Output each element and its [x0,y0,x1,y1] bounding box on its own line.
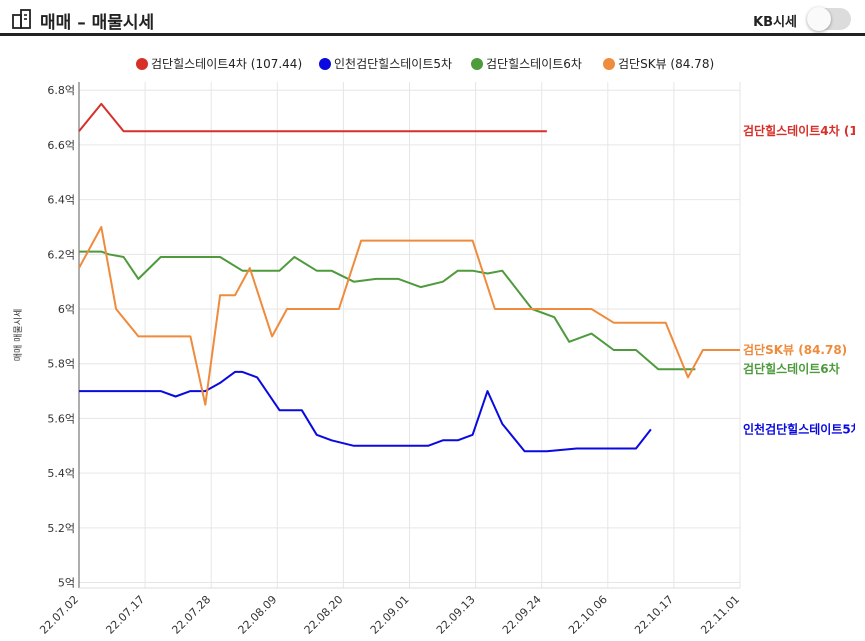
legend-item[interactable]: 검단SK뷰 (84.78) [603,57,714,71]
y-tick-label: 6.2억 [47,248,75,261]
legend-marker [603,58,615,70]
x-tick-label: 22.08.20 [302,593,346,637]
toggle-knob[interactable] [807,7,831,31]
legend-label: 검단힐스테이트6차 [486,57,582,71]
legend-marker [471,58,483,70]
legend-item[interactable]: 검단힐스테이트6차 [471,57,582,71]
x-tick-label: 22.07.02 [37,593,81,637]
legend-marker [319,58,331,70]
price-chart: 5억 5.2억 5.4억 5.6억 5.8억 6억 6.2억 6.4억 6.6억 6.8억 22.0… [13,56,865,637]
kb-price-label: KB시세 [753,15,797,30]
y-tick-label: 5.8억 [47,358,75,371]
legend-label: 검단SK뷰 (84.78) [618,57,714,71]
y-tick-label: 6.8억 [47,84,75,97]
x-tick-label: 22.07.17 [103,593,147,637]
series-end-label: 검단SK뷰 (84.78) [743,342,847,357]
legend-label: 인천검단힐스테이트5차 [334,56,452,71]
series-end-label: 인천검단힐스테이트5차 [743,421,862,436]
y-axis-title: 매매 매물시세 [13,309,24,362]
x-tick-label: 22.08.09 [236,593,280,637]
x-tick-label: 22.07.28 [169,593,213,637]
y-tick-label: 6.6억 [47,139,75,152]
x-tick-label: 22.10.17 [632,593,676,637]
series-line-2 [79,370,652,453]
y-tick-label: 5.6억 [47,412,75,425]
y-tick-label: 6억 [58,303,75,316]
series-line-4 [78,226,740,406]
series-end-label: 검단힐스테이트6차 [743,361,840,376]
legend-item[interactable]: 인천검단힐스테이트5차 [319,56,452,71]
y-tick-label: 6.4억 [47,194,75,207]
building-icon [12,9,31,29]
x-tick-label: 22.09.01 [368,593,412,637]
x-tick-label: 22.09.13 [434,593,478,637]
x-tick-label: 22.09.24 [500,593,544,637]
y-tick-label: 5억 [58,577,75,590]
y-tick-label: 5.2억 [47,522,75,535]
legend-item[interactable]: 검단힐스테이트4차 (107.44) [136,57,302,71]
series-line-1 [78,102,547,133]
legend-marker [136,58,148,70]
series-end-label: 검단힐스테이트4차 (10 [743,123,865,138]
series-line-3 [79,250,696,371]
kb-price-toggle[interactable] [807,7,851,31]
page-title: 매매 – 매물시세 [40,13,155,33]
x-tick-label: 22.11.01 [698,593,742,637]
x-tick-label: 22.10.06 [566,593,610,637]
legend-label: 검단힐스테이트4차 (107.44) [151,57,302,71]
y-tick-label: 5.4억 [47,467,75,480]
page-header: 매매 – 매물시세 KB시세 [0,0,865,36]
